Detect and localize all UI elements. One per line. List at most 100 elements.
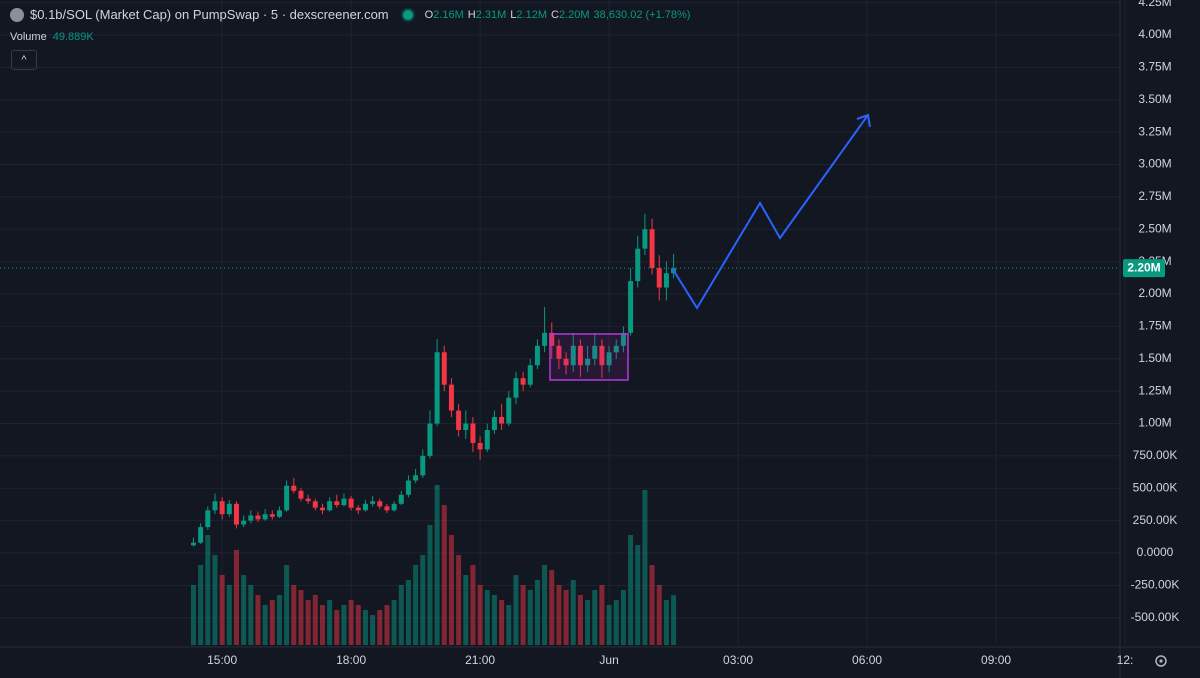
chart-title: $0.1b/SOL (Market Cap) on PumpSwap · 5 ·… bbox=[30, 7, 389, 22]
x-tick-label: 09:00 bbox=[981, 653, 1011, 667]
candle-body bbox=[570, 345, 576, 366]
candle-body bbox=[334, 501, 340, 506]
candle-body bbox=[284, 485, 290, 511]
projection-line bbox=[671, 114, 869, 310]
last-price-label: 2.20M bbox=[1127, 260, 1160, 274]
volume-bar bbox=[362, 610, 368, 645]
volume-bar bbox=[391, 600, 397, 645]
token-logo bbox=[10, 7, 24, 22]
candle-body bbox=[599, 345, 605, 366]
candle-body bbox=[370, 501, 376, 504]
volume-bar bbox=[219, 575, 225, 645]
candle-body bbox=[620, 332, 626, 346]
candle-body bbox=[520, 378, 526, 385]
volume-bar bbox=[534, 580, 540, 645]
candle-body bbox=[391, 503, 397, 511]
y-tick-label: 4.25M bbox=[1138, 0, 1171, 9]
candle-body bbox=[549, 332, 555, 346]
last-price-badge bbox=[1123, 259, 1165, 278]
volume-bar bbox=[649, 565, 655, 645]
volume-bar bbox=[549, 570, 555, 645]
candle-body bbox=[377, 501, 383, 507]
y-tick-label: 4.00M bbox=[1138, 27, 1171, 41]
y-tick-label: 1.50M bbox=[1138, 351, 1171, 365]
y-tick-label: 1.00M bbox=[1138, 416, 1171, 430]
candle-body bbox=[262, 514, 268, 520]
candle-body bbox=[470, 423, 476, 443]
volume-layer bbox=[190, 485, 677, 645]
volume-legend: Volume 49.889K bbox=[10, 31, 94, 43]
candle-body bbox=[276, 510, 282, 517]
volume-bar bbox=[298, 590, 304, 645]
candle-body bbox=[506, 397, 512, 424]
volume-bar bbox=[585, 600, 591, 645]
volume-bar bbox=[198, 565, 204, 645]
y-tick-label: 3.00M bbox=[1138, 157, 1171, 171]
x-tick-label: 12: bbox=[1117, 653, 1134, 667]
candle-body bbox=[312, 501, 318, 508]
settings-ring[interactable] bbox=[1155, 655, 1167, 667]
candle-body bbox=[291, 485, 297, 491]
candle-body bbox=[219, 501, 225, 515]
volume-bar bbox=[276, 595, 282, 645]
candle-body bbox=[441, 352, 447, 385]
settings-center[interactable] bbox=[1159, 659, 1163, 663]
ohlc-change: 38,630.02 (+1.78%) bbox=[593, 8, 691, 21]
volume-bar bbox=[262, 605, 268, 645]
settings-icon[interactable] bbox=[1155, 655, 1167, 667]
x-tick-label: Jun bbox=[599, 653, 618, 667]
candle-body bbox=[305, 498, 311, 502]
volume-bar bbox=[269, 600, 275, 645]
volume-bar bbox=[556, 585, 562, 645]
volume-bar bbox=[606, 605, 612, 645]
volume-bar bbox=[635, 545, 641, 645]
ohlc-value: 2.16M bbox=[433, 8, 464, 21]
candle-body bbox=[463, 423, 469, 430]
candle-body bbox=[613, 345, 619, 353]
volume-bar bbox=[563, 590, 569, 645]
candle-body bbox=[513, 378, 519, 398]
volume-bar bbox=[190, 585, 196, 645]
candle-body bbox=[233, 503, 239, 525]
y-tick-label: 750.00K bbox=[1133, 448, 1178, 462]
volume-bar bbox=[291, 585, 297, 645]
volume-bar bbox=[520, 585, 526, 645]
volume-bar bbox=[341, 605, 347, 645]
candle-body bbox=[577, 345, 583, 366]
ohlc-key: H bbox=[467, 8, 476, 21]
volume-bar bbox=[427, 525, 433, 645]
x-tick-label: 15:00 bbox=[207, 653, 237, 667]
volume-bar bbox=[477, 585, 483, 645]
volume-bar bbox=[463, 575, 469, 645]
candle-body bbox=[269, 514, 275, 517]
volume-bar bbox=[527, 590, 533, 645]
y-tick-label: 3.25M bbox=[1138, 124, 1171, 138]
volume-bar bbox=[570, 580, 576, 645]
candle-body bbox=[542, 332, 548, 346]
candle-body bbox=[413, 475, 419, 481]
ohlc-key: L bbox=[510, 8, 517, 21]
y-tick-label: 1.75M bbox=[1138, 319, 1171, 333]
candle-body bbox=[248, 515, 254, 521]
candle-body bbox=[527, 365, 533, 385]
volume-bar bbox=[377, 610, 383, 645]
volume-bar bbox=[384, 605, 390, 645]
y-tick-label: 1.25M bbox=[1138, 383, 1171, 397]
candle-body bbox=[298, 490, 304, 499]
collapse-button[interactable]: ^ bbox=[11, 50, 37, 70]
candle-body bbox=[456, 410, 462, 430]
volume-bar bbox=[592, 590, 598, 645]
volume-bar bbox=[441, 505, 447, 645]
volume-bar bbox=[484, 590, 490, 645]
y-tick-label: 2.50M bbox=[1138, 221, 1171, 235]
candle-body bbox=[642, 229, 648, 249]
candle-body bbox=[628, 281, 634, 333]
projection-arrowhead bbox=[856, 113, 871, 128]
y-tick-label: 3.75M bbox=[1138, 60, 1171, 74]
grid-layer bbox=[0, 0, 1126, 645]
candle-body bbox=[635, 248, 641, 282]
range-box bbox=[549, 333, 629, 381]
volume-bar bbox=[456, 555, 462, 645]
volume-bar bbox=[628, 535, 634, 645]
